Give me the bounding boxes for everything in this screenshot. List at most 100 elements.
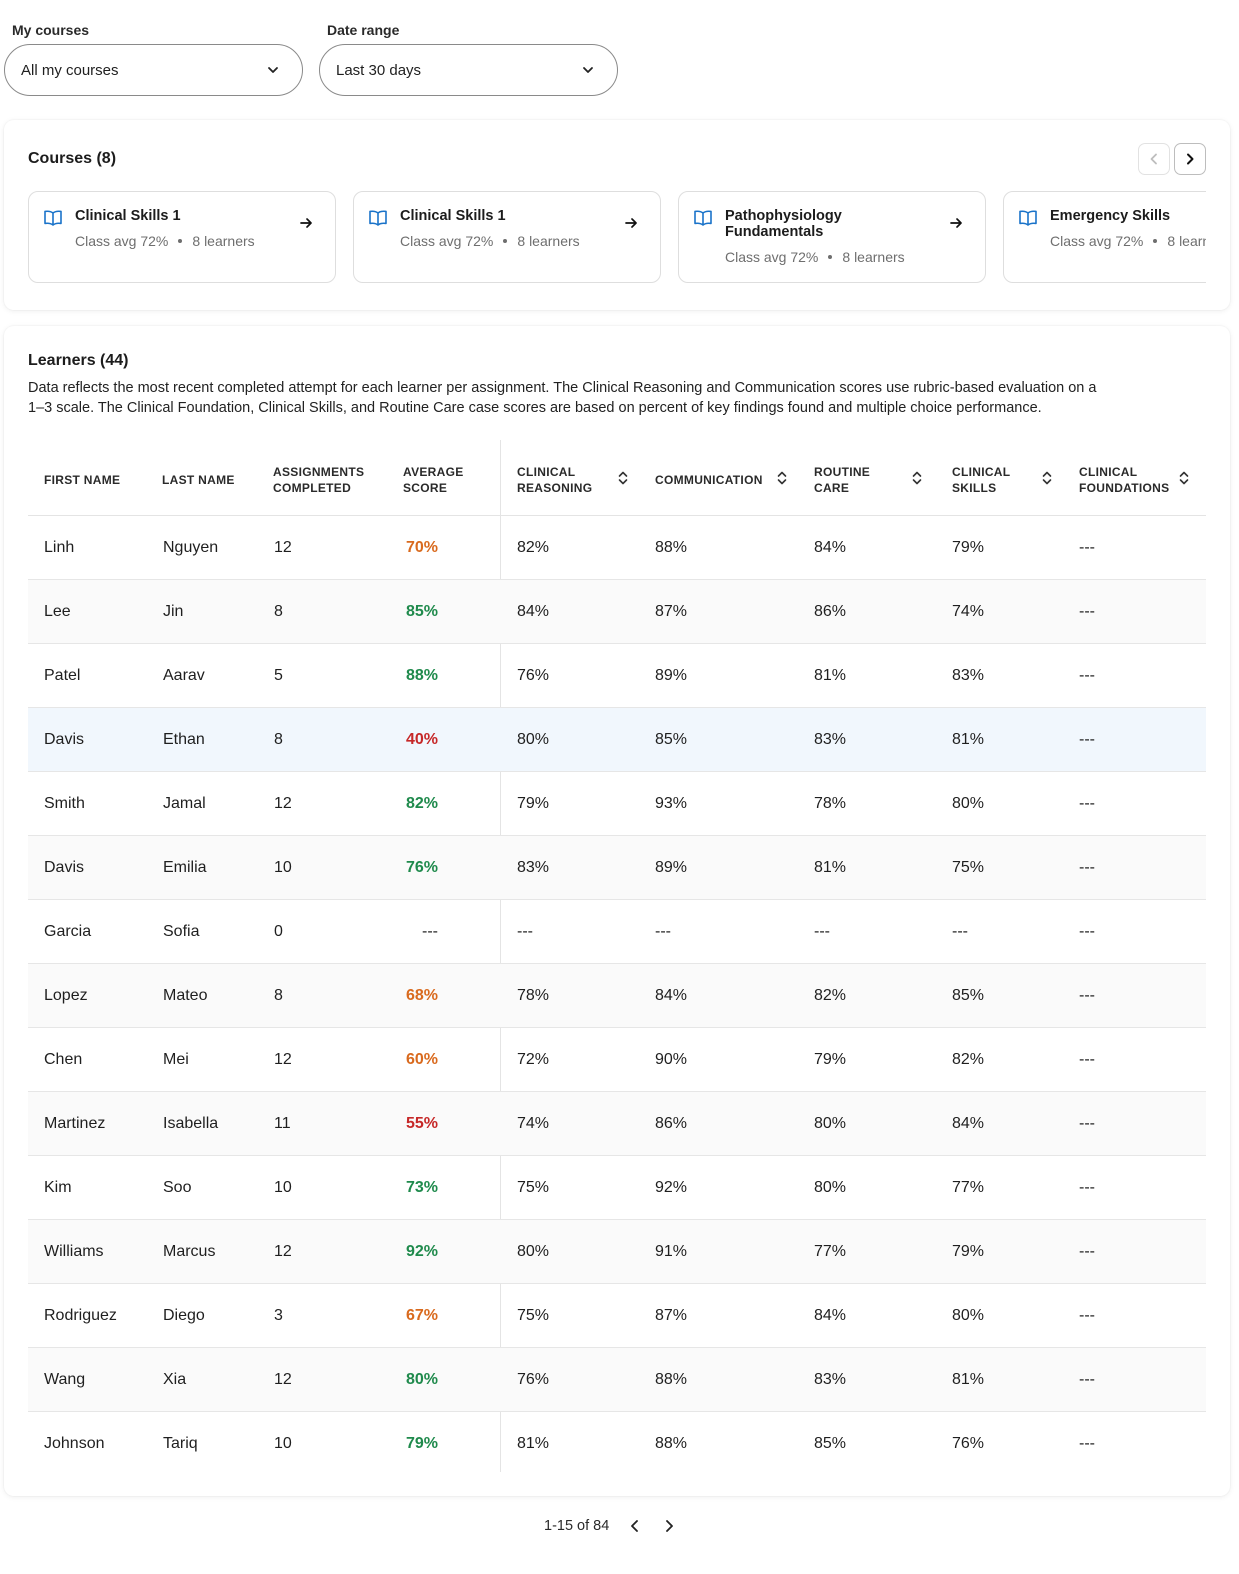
table-row[interactable]: Chen Mei 12 60% 72% 90% 79% 82% --- (28, 1028, 1206, 1092)
cell-clinical-reasoning: 78% (517, 986, 550, 1004)
course-card[interactable]: Clinical Skills 1 Class avg 72% 8 learners (28, 191, 336, 283)
cell-clinical-skills: 82% (952, 1050, 985, 1068)
header-cr-line2: REASONING (517, 481, 593, 495)
cell-routine-care: 81% (814, 666, 847, 684)
header-cs-line2: SKILLS (952, 481, 997, 495)
course-card-meta: Class avg 72% 8 learners (1050, 233, 1206, 249)
cell-average-score: 85% (405, 602, 438, 620)
course-card[interactable]: Emergency Skills Class avg 72% 8 learners (1003, 191, 1206, 283)
cell-last-name: Soo (163, 1178, 192, 1196)
courses-carousel-controls (1138, 143, 1206, 175)
chevron-left-icon (1150, 153, 1157, 165)
cell-communication: 85% (655, 730, 688, 748)
course-card-avg: Class avg 72% (1050, 233, 1144, 249)
table-row[interactable]: Smith Jamal 12 82% 79% 93% 78% 80% --- (28, 772, 1206, 836)
carousel-next-button[interactable] (1174, 143, 1206, 175)
cell-first-name: Lee (44, 602, 71, 620)
cell-clinical-foundations: --- (1079, 794, 1095, 812)
header-first-name: FIRST NAME (44, 473, 121, 487)
cell-last-name: Mei (163, 1050, 189, 1068)
courses-title: Courses (8) (28, 150, 117, 167)
cell-first-name: Lopez (44, 986, 88, 1004)
header-cf-line1: CLINICAL (1079, 465, 1138, 479)
table-row[interactable]: Garcia Sofia 0 --- --- --- --- --- --- (28, 900, 1206, 964)
cell-clinical-reasoning: --- (517, 922, 533, 940)
cell-assignments-completed: 12 (274, 1242, 292, 1260)
separator-dot (1153, 239, 1158, 243)
sort-icon (912, 471, 922, 485)
arrow-right-icon (624, 216, 638, 235)
cell-communication: 89% (655, 858, 688, 876)
cell-average-score: 88% (405, 666, 438, 684)
table-row[interactable]: Lee Jin 8 85% 84% 87% 86% 74% --- (28, 580, 1206, 644)
sort-routine-care-button[interactable] (911, 468, 923, 493)
cell-average-score: 40% (405, 730, 438, 748)
cell-clinical-reasoning: 76% (517, 1370, 550, 1388)
table-row[interactable]: Johnson Tariq 10 79% 81% 88% 85% 76% --- (28, 1412, 1206, 1476)
table-row[interactable]: Rodriguez Diego 3 67% 75% 87% 84% 80% --- (28, 1284, 1206, 1348)
course-card-meta: Class avg 72% 8 learners (75, 233, 287, 249)
cell-average-score: 68% (405, 986, 438, 1004)
cell-clinical-skills: 80% (952, 1306, 985, 1324)
cell-clinical-foundations: --- (1079, 1050, 1095, 1068)
course-card-learners: 8 learners (517, 233, 580, 249)
table-row[interactable]: Martinez Isabella 11 55% 74% 86% 80% 84% --- (28, 1092, 1206, 1156)
cell-clinical-reasoning: 83% (517, 858, 550, 876)
arrow-right-icon (299, 216, 313, 235)
courses-panel: Courses (8) Clinical Skills 1 Class avg 7… (4, 120, 1230, 310)
courses-select[interactable]: All my courses (4, 44, 303, 96)
table-row[interactable]: Williams Marcus 12 92% 80% 91% 77% 79% --- (28, 1220, 1206, 1284)
sort-clinical-foundations-button[interactable] (1178, 468, 1190, 493)
courses-select-value: All my courses (21, 61, 119, 79)
chevron-right-icon (1187, 153, 1194, 165)
cell-clinical-reasoning: 80% (517, 730, 550, 748)
course-card-meta: Class avg 72% 8 learners (400, 233, 612, 249)
cell-assignments-completed: 10 (274, 858, 292, 876)
course-card-avg: Class avg 72% (75, 233, 169, 249)
cell-communication: 88% (655, 1370, 688, 1388)
sort-clinical-reasoning-button[interactable] (617, 468, 629, 493)
cell-clinical-foundations: --- (1079, 538, 1095, 556)
cell-communication: 88% (655, 1434, 688, 1452)
cell-first-name: Garcia (44, 922, 92, 940)
cell-last-name: Ethan (163, 730, 205, 748)
sort-clinical-skills-button[interactable] (1041, 468, 1053, 493)
cell-last-name: Emilia (163, 858, 207, 876)
sort-communication-button[interactable] (776, 468, 788, 493)
course-card[interactable]: Pathophysiology Fundamentals Class avg 72… (678, 191, 986, 283)
table-row[interactable]: Patel Aarav 5 88% 76% 89% 81% 83% --- (28, 644, 1206, 708)
course-card[interactable]: Clinical Skills 1 Class avg 72% 8 learners (353, 191, 661, 283)
cell-clinical-skills: 81% (952, 730, 985, 748)
cell-assignments-completed: 12 (274, 794, 292, 812)
table-row[interactable]: Davis Ethan 8 40% 80% 85% 83% 81% --- (28, 708, 1206, 772)
table-row[interactable]: Wang Xia 12 80% 76% 88% 83% 81% --- (28, 1348, 1206, 1412)
cell-communication: 84% (655, 986, 688, 1004)
table-row[interactable]: Davis Emilia 10 76% 83% 89% 81% 75% --- (28, 836, 1206, 900)
courses-filter: My courses All my courses (4, 22, 303, 96)
table-row[interactable]: Lopez Mateo 8 68% 78% 84% 82% 85% --- (28, 964, 1206, 1028)
cell-communication: 90% (655, 1050, 688, 1068)
date-select-value: Last 30 days (336, 61, 422, 79)
cell-clinical-reasoning: 72% (517, 1050, 550, 1068)
table-row[interactable]: Kim Soo 10 73% 75% 92% 80% 77% --- (28, 1156, 1206, 1220)
cell-clinical-foundations: --- (1079, 858, 1095, 876)
next-page-button[interactable] (661, 1518, 677, 1534)
carousel-prev-button[interactable] (1138, 143, 1170, 175)
cell-clinical-reasoning: 81% (517, 1434, 550, 1452)
cell-routine-care: 82% (814, 986, 847, 1004)
prev-page-button[interactable] (627, 1518, 643, 1534)
header-assignments-line2: COMPLETED (273, 481, 352, 495)
header-assignments-completed: ASSIGNMENTS COMPLETED (273, 464, 364, 496)
cell-last-name: Isabella (163, 1114, 219, 1132)
header-average-score: AVERAGE SCORE (403, 464, 464, 496)
cell-routine-care: 80% (814, 1114, 847, 1132)
table-row[interactable]: Linh Nguyen 12 70% 82% 88% 84% 79% --- (28, 516, 1206, 580)
cell-first-name: Rodriguez (44, 1306, 117, 1324)
cell-average-score: 92% (405, 1242, 438, 1260)
cell-clinical-foundations: --- (1079, 1178, 1095, 1196)
cell-clinical-reasoning: 80% (517, 1242, 550, 1260)
date-select[interactable]: Last 30 days (319, 44, 618, 96)
cell-first-name: Williams (44, 1242, 104, 1260)
cell-routine-care: 79% (814, 1050, 847, 1068)
cell-clinical-foundations: --- (1079, 730, 1095, 748)
